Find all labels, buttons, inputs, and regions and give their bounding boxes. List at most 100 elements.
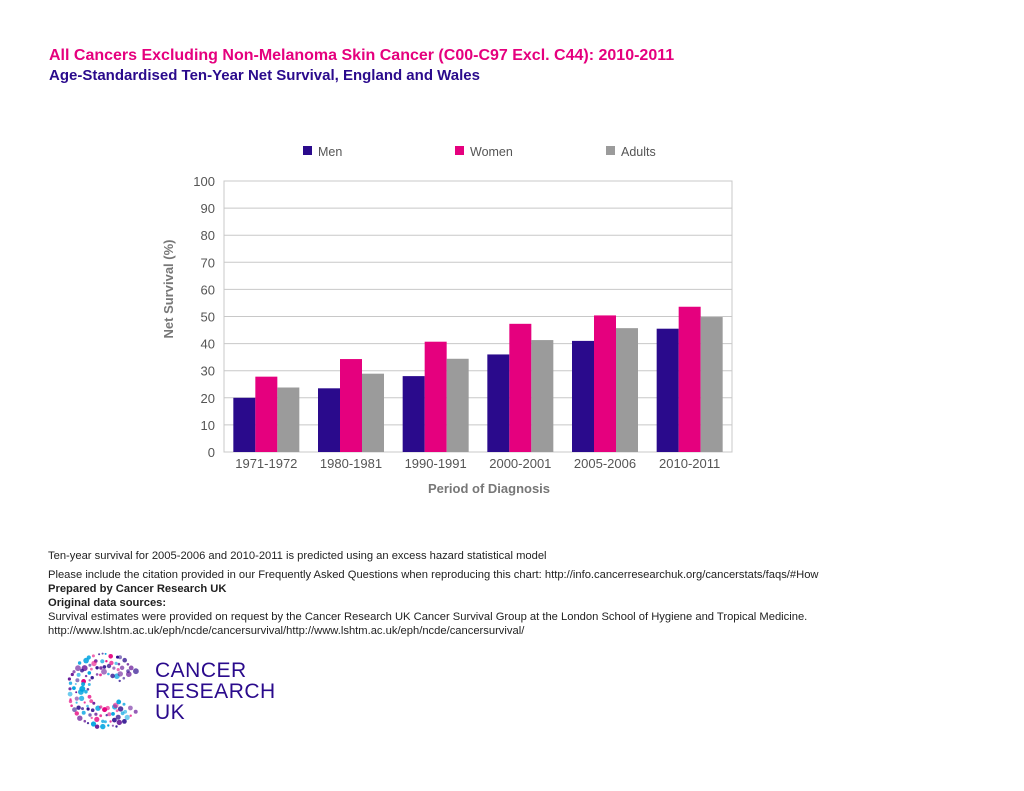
note-sources-url: http://www.lshtm.ac.uk/eph/ncde/cancersu…: [48, 625, 525, 637]
logo-dot: [129, 714, 132, 717]
logo-dot: [99, 666, 103, 670]
logo-dot: [90, 667, 93, 671]
logo-dot: [68, 681, 73, 685]
logo-dot: [115, 725, 118, 728]
y-tick-label: 10: [201, 418, 215, 433]
y-tick-label: 80: [201, 228, 215, 243]
logo-dot: [101, 719, 105, 723]
y-axis-ticks: 0 10 20 30 40 50 60 70 80 90 100: [193, 174, 215, 460]
logo-dot: [77, 715, 83, 721]
note-sources-text: Survival estimates were provided on requ…: [48, 611, 808, 623]
logo-dot: [116, 719, 122, 726]
bar-adults-1971-1972: [277, 387, 300, 452]
logo-dot: [74, 683, 77, 685]
bar-men-1990-1991: [402, 376, 425, 452]
logo-dot: [133, 668, 139, 675]
logo-dot: [90, 721, 97, 727]
logo-dot: [87, 671, 92, 675]
logo-dot: [106, 663, 112, 669]
logo-dot: [103, 720, 107, 724]
x-axis-ticks: 1971-1972 1980-1981 1990-1991 2000-2001 2005…: [235, 456, 720, 471]
logo-dot: [80, 668, 84, 673]
logo-dot: [94, 716, 100, 722]
logo-dot: [79, 695, 85, 701]
bar-chart: 0 10 20 30 40 50 60 70 80 90 100 1971-1972 1980-198…: [161, 145, 733, 496]
logo-dot: [128, 665, 134, 671]
logo-dot: [105, 714, 108, 717]
logo-dot: [90, 676, 94, 680]
logo-dot: [95, 673, 99, 676]
logo-dot: [99, 705, 103, 709]
logo-dot: [100, 659, 105, 664]
y-tick-label: 40: [201, 337, 215, 352]
x-tick-label: 1971-1972: [235, 456, 297, 471]
logo-dot: [76, 672, 81, 677]
logo-dot: [116, 668, 120, 672]
logo-dot: [75, 678, 80, 683]
logo-dot: [86, 704, 89, 708]
logo-dot: [112, 666, 116, 670]
logo-dot: [87, 694, 92, 699]
bar-adults-2005-2006: [616, 328, 638, 452]
bar-men-2005-2006: [572, 340, 594, 452]
logo-line-3: UK: [155, 701, 186, 724]
logo-dot: [100, 723, 106, 730]
logo-dot: [118, 679, 121, 683]
logo-dot: [86, 688, 90, 691]
note-predicted: Ten-year survival for 2005-2006 and 2010…: [48, 550, 547, 562]
logo-dot: [91, 660, 97, 667]
logo-dot: [101, 652, 104, 655]
page-title: All Cancers Excluding Non-Melanoma Skin …: [49, 47, 675, 64]
logo-dot: [105, 705, 110, 711]
logo-dot: [123, 709, 128, 714]
logo-dot: [122, 719, 127, 724]
legend-label-adults: Adults: [621, 145, 656, 159]
bar-adults-1990-1991: [446, 358, 469, 452]
x-tick-label: 2005-2006: [574, 456, 636, 471]
logo-dot: [112, 717, 117, 723]
bar-women-1990-1991: [424, 341, 447, 452]
logo-dot: [115, 714, 121, 720]
logo-wordmark: CANCER RESEARCH UK: [155, 660, 276, 723]
logo-dot: [107, 712, 112, 717]
logo-dot: [75, 691, 78, 694]
y-tick-label: 100: [193, 174, 215, 189]
logo-dot: [68, 699, 73, 704]
logo-dot: [98, 653, 101, 656]
logo-dot: [119, 665, 125, 670]
logo-dot: [67, 677, 71, 681]
bar-adults-1980-1981: [362, 373, 384, 452]
logo-dot: [89, 699, 94, 703]
logo-dot: [124, 714, 130, 720]
logo-dot: [75, 701, 78, 704]
logo-dot: [74, 711, 79, 716]
logo-dot: [72, 707, 77, 713]
logo-dot: [72, 670, 76, 674]
logo-dot: [111, 712, 115, 716]
bar-women-2000-2001: [509, 323, 532, 452]
logo-dot: [76, 705, 81, 710]
logo-dot: [126, 663, 130, 666]
y-tick-label: 30: [201, 364, 215, 379]
bar-men-2000-2001: [487, 354, 510, 452]
logo-line-1: CANCER: [155, 659, 247, 682]
logo-dot: [95, 666, 99, 670]
y-tick-label: 90: [201, 201, 215, 216]
logo-dot: [92, 701, 96, 705]
logo-dot: [115, 709, 119, 713]
logo-dot: [101, 668, 107, 675]
logo-dot: [84, 674, 88, 678]
legend-swatch-adults: [606, 146, 615, 155]
bar-men-1971-1972: [233, 397, 256, 452]
logo-dot: [122, 702, 126, 706]
logo-dot: [116, 655, 119, 659]
logo-dot: [99, 714, 103, 718]
logo-dot: [78, 689, 84, 695]
logo-dot: [70, 704, 73, 707]
logo-dot: [88, 663, 92, 667]
x-tick-label: 1990-1991: [405, 456, 467, 471]
logo-dot: [110, 673, 115, 679]
logo-dot: [114, 661, 118, 665]
chart-notes: Ten-year survival for 2005-2006 and 2010…: [48, 549, 1008, 638]
logo-dot: [86, 722, 90, 725]
